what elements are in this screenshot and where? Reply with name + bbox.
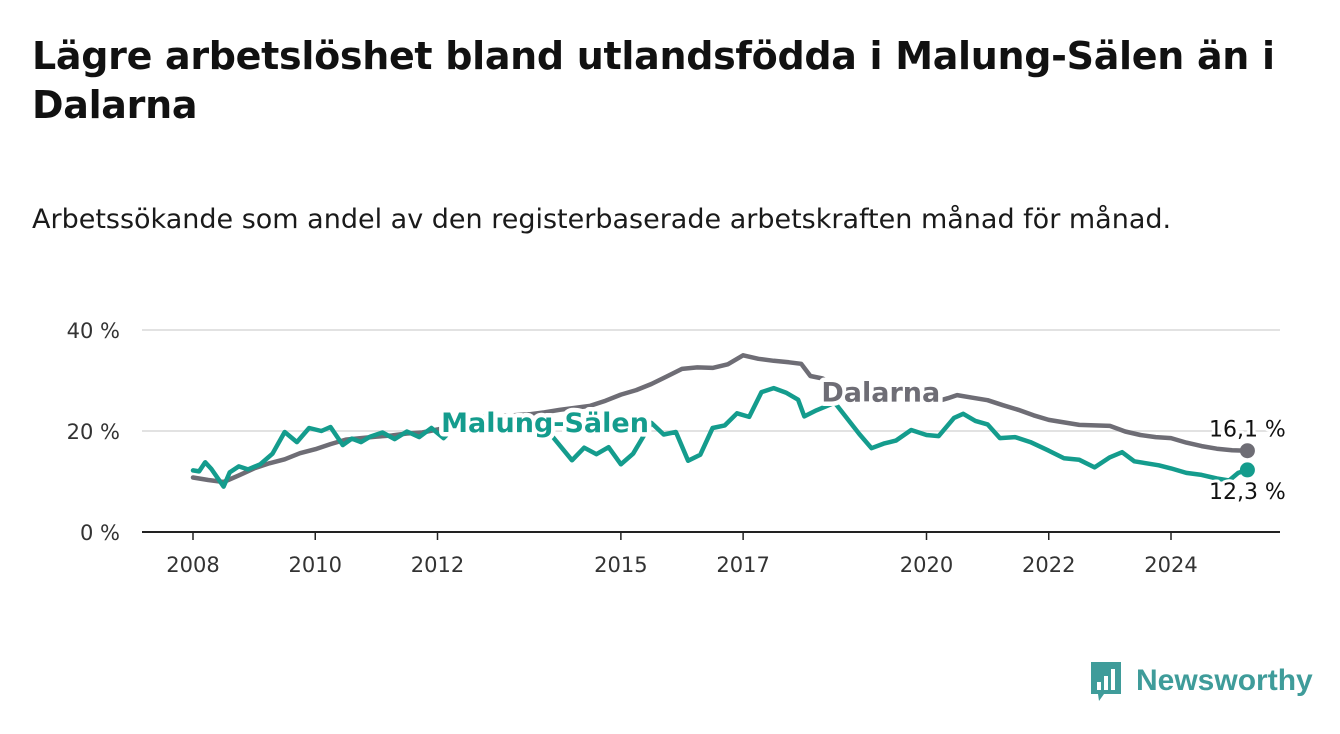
- x-tick-label: 2012: [411, 553, 464, 577]
- series-label-dalarna: Dalarna: [821, 378, 940, 409]
- x-tick-label: 2024: [1144, 553, 1197, 577]
- end-marker-malung-s-len: [1239, 462, 1255, 478]
- end-value-label-malung-s-len: 12,3 %: [1209, 480, 1286, 505]
- end-marker-dalarna: [1239, 443, 1255, 459]
- series-label-malung-s-len: Malung-Sälen: [441, 408, 649, 439]
- end-value-label-dalarna: 16,1 %: [1209, 418, 1286, 443]
- end-markers: 16,1 % 12,3 %: [1206, 415, 1289, 508]
- y-tick-label: 40 %: [67, 319, 120, 343]
- x-axis: 2008 2010 2012 2015 2017 2020 2022 2024: [142, 531, 1280, 577]
- newsworthy-logo-icon: [1091, 662, 1121, 701]
- newsworthy-brand[interactable]: Newsworthy: [1088, 659, 1313, 703]
- chart-subtitle: Arbetssökande som andel av den registerb…: [32, 204, 1172, 235]
- x-tick-label: 2010: [289, 553, 342, 577]
- x-tick-label: 2020: [900, 553, 953, 577]
- x-tick-label: 2022: [1022, 553, 1075, 577]
- x-tick-label: 2017: [716, 553, 769, 577]
- y-tick-label: 0 %: [80, 521, 120, 545]
- series-labels: Dalarna Malung-Sälen: [437, 373, 945, 443]
- series-line-malung-s-len: [190, 385, 1250, 489]
- brand-name: Newsworthy: [1136, 664, 1313, 697]
- x-tick-label: 2008: [166, 553, 219, 577]
- x-tick-label: 2015: [594, 553, 647, 577]
- series-lines: [190, 353, 1250, 489]
- chart-title: Lägre arbetslöshet bland utlandsfödda i …: [32, 34, 1275, 127]
- y-tick-label: 20 %: [67, 420, 120, 444]
